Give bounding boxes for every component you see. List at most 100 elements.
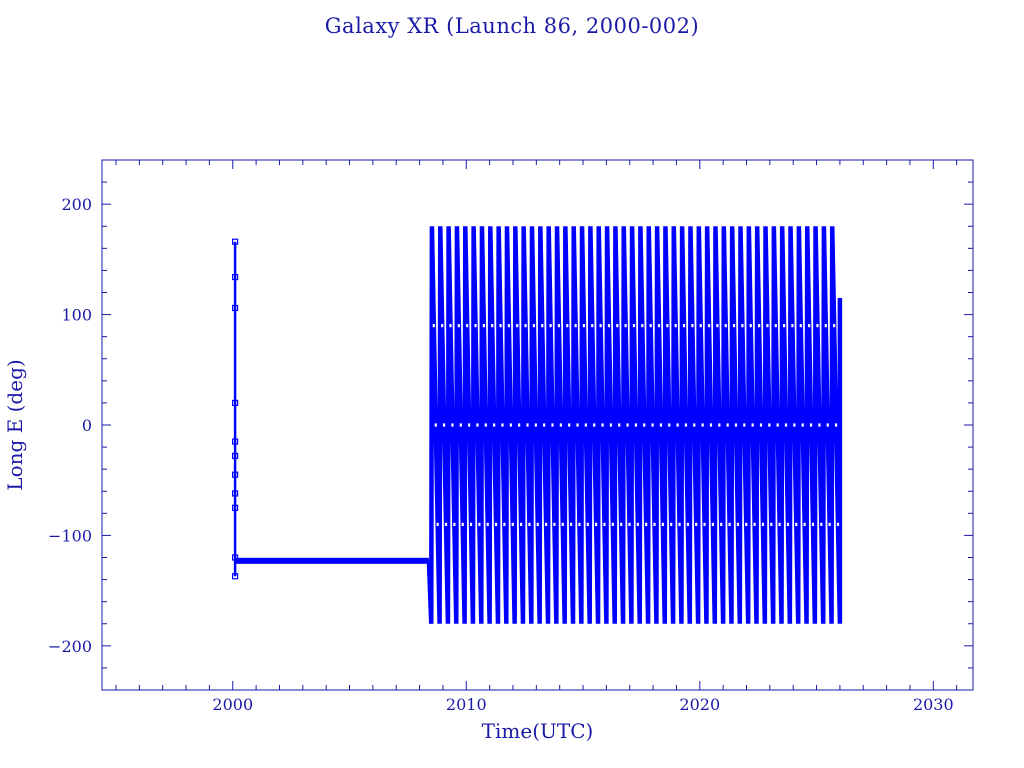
series-marker	[740, 323, 745, 329]
series-marker	[467, 422, 472, 428]
series-marker	[784, 422, 788, 428]
series-marker	[498, 323, 503, 329]
series-marker	[607, 323, 611, 329]
series-marker	[767, 422, 772, 428]
series-marker	[744, 521, 749, 527]
series-marker	[540, 323, 545, 329]
series-marker	[435, 521, 440, 527]
series-marker	[533, 422, 538, 428]
series-marker	[477, 521, 482, 527]
series-marker	[450, 422, 455, 428]
x-tick-label: 2030	[913, 695, 954, 714]
series-marker	[492, 422, 497, 428]
series-marker	[460, 521, 465, 527]
series-marker	[752, 521, 757, 527]
series-marker	[792, 422, 797, 428]
series-marker	[669, 521, 674, 527]
series-marker	[519, 521, 523, 527]
series-marker	[525, 422, 530, 428]
series-marker	[573, 323, 578, 329]
series-marker	[508, 422, 513, 428]
series-marker	[642, 422, 647, 428]
series-marker	[527, 521, 532, 527]
series-marker	[632, 323, 636, 329]
series-marker	[759, 422, 763, 428]
x-tick-label: 2020	[679, 695, 720, 714]
series-marker	[723, 323, 728, 329]
series-marker	[500, 422, 505, 428]
series-marker	[232, 490, 239, 497]
series-marker	[490, 323, 495, 329]
x-tick-label: 2010	[446, 695, 487, 714]
series-marker	[619, 521, 624, 527]
series-marker	[485, 521, 490, 527]
series-marker	[535, 521, 540, 527]
series-marker	[585, 521, 590, 527]
series-marker	[448, 323, 453, 329]
series-marker	[598, 323, 603, 329]
series-marker	[627, 521, 632, 527]
series-marker	[825, 422, 830, 428]
series-marker	[817, 422, 822, 428]
series-marker	[600, 422, 605, 428]
series-marker	[698, 323, 703, 329]
series-marker	[667, 422, 672, 428]
series-marker	[782, 323, 787, 329]
series-marker	[761, 521, 765, 527]
series-marker	[690, 323, 695, 329]
series-marker	[775, 422, 780, 428]
series-marker	[807, 323, 812, 329]
series-marker	[757, 323, 761, 329]
series-marker	[481, 323, 486, 329]
series-marker	[769, 521, 774, 527]
series-marker	[506, 323, 511, 329]
x-axis-label: Time(UTC)	[482, 719, 594, 743]
series-marker	[577, 521, 582, 527]
series-marker	[673, 323, 678, 329]
series-marker	[707, 323, 711, 329]
series-marker	[657, 323, 661, 329]
series-marker	[623, 323, 628, 329]
series-marker	[665, 323, 670, 329]
series-marker	[232, 471, 239, 478]
series-marker	[648, 323, 653, 329]
series-marker	[510, 521, 515, 527]
series-marker	[725, 422, 730, 428]
series-marker	[469, 521, 473, 527]
series-marker	[815, 323, 820, 329]
series-constant	[235, 557, 429, 564]
series-marker	[692, 422, 697, 428]
series-marker	[560, 521, 565, 527]
series-marker	[569, 521, 574, 527]
series-marker	[736, 521, 740, 527]
series-marker	[602, 521, 607, 527]
series-marker	[475, 422, 480, 428]
series-marker	[473, 323, 478, 329]
y-tick-label: −200	[48, 637, 92, 656]
series-marker	[582, 323, 586, 329]
series-marker	[567, 422, 572, 428]
series-marker	[483, 422, 488, 428]
chart-title: Galaxy XR (Launch 86, 2000-002)	[324, 14, 700, 38]
series-marker	[777, 521, 782, 527]
series-marker	[532, 323, 536, 329]
series-marker	[836, 521, 840, 527]
series-marker	[790, 323, 795, 329]
series-marker	[823, 323, 828, 329]
series-marker	[625, 422, 630, 428]
y-tick-label: −100	[48, 526, 92, 545]
series-marker	[719, 521, 724, 527]
series-marker	[615, 323, 620, 329]
series-marker	[750, 422, 755, 428]
series-marker	[677, 521, 682, 527]
series-marker	[515, 323, 520, 329]
series-marker	[834, 422, 838, 428]
series-marker	[640, 323, 645, 329]
x-tick-labels: 2000 2010 2020 2030	[212, 695, 953, 714]
series-marker	[494, 521, 498, 527]
series-marker	[590, 323, 595, 329]
series-marker	[717, 422, 722, 428]
series-marker	[594, 521, 599, 527]
axis-ticks	[102, 160, 973, 690]
